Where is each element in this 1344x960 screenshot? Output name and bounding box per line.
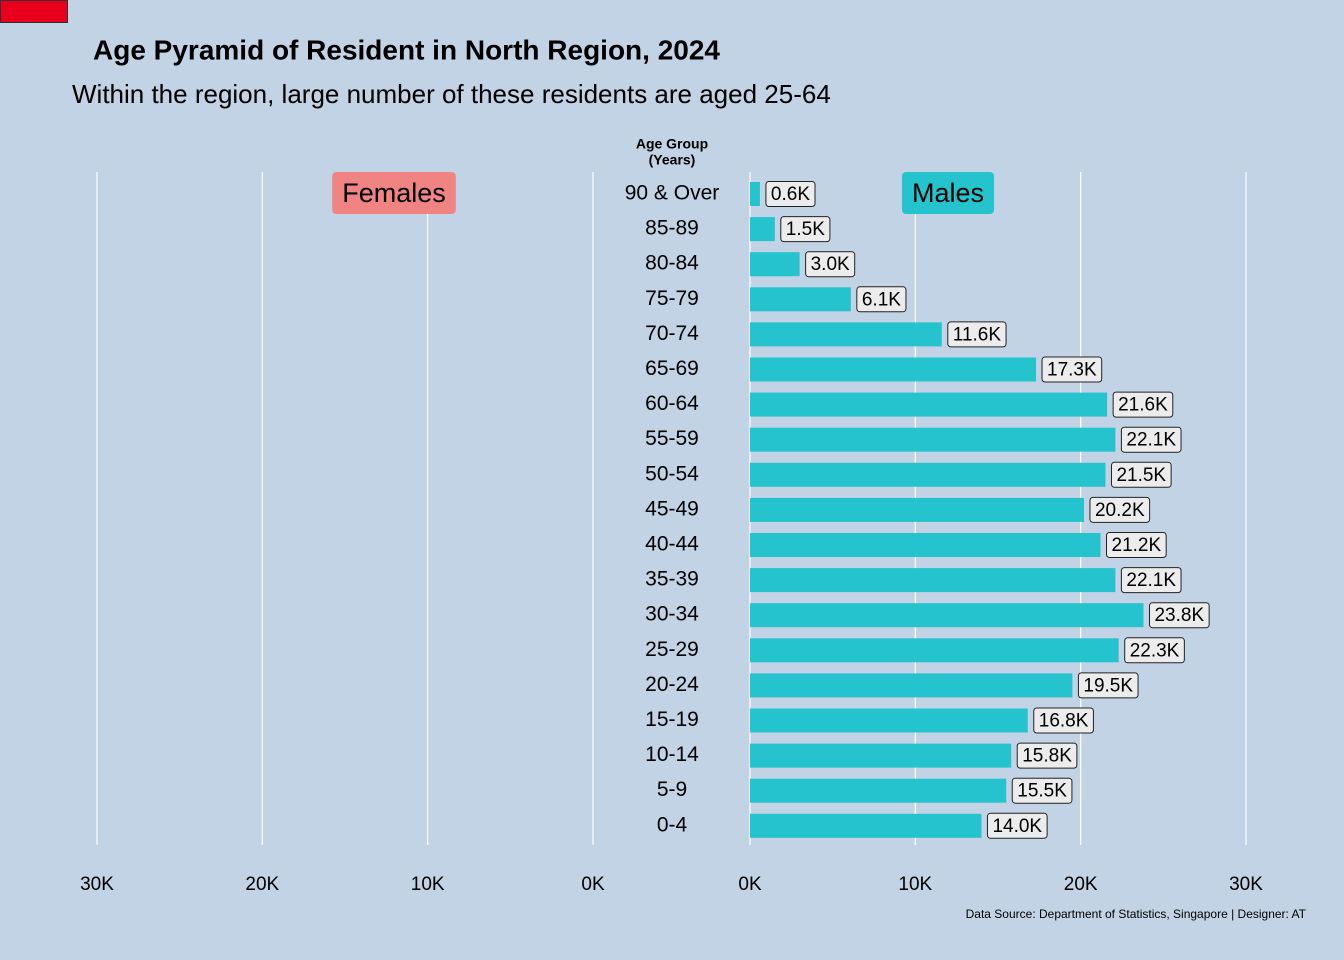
legend-box <box>332 172 456 214</box>
legend-box <box>901 172 995 214</box>
x-tick-label: 20K <box>1064 874 1098 895</box>
category-label: 60-64 <box>645 392 699 415</box>
legend-label: Males <box>912 178 984 208</box>
value-label: 22.1K <box>1126 430 1176 451</box>
value-label: 19.5K <box>1083 675 1133 696</box>
value-label: 21.2K <box>1112 535 1162 556</box>
bar <box>750 638 1119 663</box>
category-label: 50-54 <box>645 462 699 485</box>
bar <box>750 322 942 347</box>
x-tick-label: 0K <box>738 874 762 895</box>
bar <box>750 287 851 312</box>
value-label-box <box>1011 777 1073 804</box>
value-label-box <box>947 321 1007 348</box>
value-label-box <box>1110 461 1172 488</box>
x-tick-label: 20K <box>245 874 279 895</box>
value-label-box <box>780 216 831 243</box>
value-label: 22.1K <box>1126 570 1176 591</box>
caption: Data Source: Department of Statistics, S… <box>966 907 1307 921</box>
value-label: 21.5K <box>1116 465 1166 486</box>
bar <box>750 182 760 206</box>
x-tick-label: 30K <box>80 874 114 895</box>
x-tick-label: 10K <box>898 874 932 895</box>
bar <box>750 357 1037 382</box>
value-label: 0.6K <box>771 184 810 205</box>
category-label: 90 & Over <box>625 182 720 205</box>
value-label-box <box>1077 672 1139 699</box>
value-label-box <box>1148 602 1210 629</box>
value-label: 22.3K <box>1130 640 1180 661</box>
value-label: 14.0K <box>992 816 1042 837</box>
axis-label: (Years) <box>649 152 696 168</box>
x-tick-label: 30K <box>1229 874 1263 895</box>
value-label-box <box>765 181 816 207</box>
category-label: 5-9 <box>657 778 687 801</box>
bar <box>750 603 1144 628</box>
category-label: 45-49 <box>645 497 699 520</box>
bar <box>750 778 1007 803</box>
value-label-box <box>805 251 856 278</box>
value-label-box <box>986 812 1048 839</box>
value-label-box <box>1124 637 1185 664</box>
category-label: 80-84 <box>645 252 699 275</box>
value-label: 15.8K <box>1022 746 1072 767</box>
value-label: 23.8K <box>1154 605 1204 626</box>
x-tick-label: 10K <box>411 874 445 895</box>
corner-badge <box>0 0 68 23</box>
value-label-box <box>1120 567 1182 594</box>
chart-title: Age Pyramid of Resident in North Region,… <box>93 34 720 65</box>
value-label-box <box>1041 356 1103 383</box>
value-label: 21.6K <box>1118 395 1168 416</box>
value-label: 15.5K <box>1017 781 1067 802</box>
category-label: 20-24 <box>645 673 699 696</box>
category-label: 65-69 <box>645 357 699 380</box>
value-label: 16.8K <box>1039 711 1089 732</box>
bar <box>750 497 1084 522</box>
bar <box>750 462 1106 487</box>
value-label-box <box>1112 391 1174 418</box>
value-label: 6.1K <box>862 289 901 310</box>
value-label-box <box>1120 426 1182 453</box>
bar <box>750 252 800 277</box>
category-label: 85-89 <box>645 217 699 240</box>
value-label-box <box>1106 532 1167 558</box>
x-tick-label: 0K <box>581 874 605 895</box>
category-label: 40-44 <box>645 533 699 556</box>
value-label: 11.6K <box>953 324 1002 345</box>
axis-label: Age Group <box>636 136 708 152</box>
bar <box>750 673 1073 698</box>
value-label: 20.2K <box>1095 500 1145 521</box>
value-label-box <box>1089 496 1151 523</box>
bar <box>750 533 1101 557</box>
bar <box>750 427 1116 452</box>
value-label-box <box>1033 707 1094 734</box>
category-label: 25-29 <box>645 638 699 661</box>
bar <box>750 568 1116 593</box>
bar <box>750 813 982 838</box>
value-label: 1.5K <box>786 219 825 240</box>
category-label: 70-74 <box>645 322 699 345</box>
value-label-box <box>856 286 907 313</box>
bar <box>750 217 775 242</box>
chart-subtitle: Within the region, large number of these… <box>72 79 831 109</box>
category-label: 35-39 <box>645 568 699 591</box>
value-label: 3.0K <box>811 254 850 275</box>
category-label: 75-79 <box>645 287 699 310</box>
category-label: 55-59 <box>645 427 699 450</box>
category-label: 0-4 <box>657 813 688 836</box>
category-label: 30-34 <box>645 603 699 626</box>
bar <box>750 743 1012 768</box>
value-label-box <box>1016 742 1078 769</box>
category-label: 10-14 <box>645 743 699 766</box>
bar <box>750 392 1108 417</box>
category-label: 15-19 <box>645 708 699 731</box>
bar <box>750 708 1028 733</box>
value-label: 17.3K <box>1047 360 1097 381</box>
legend-label: Females <box>342 178 446 208</box>
